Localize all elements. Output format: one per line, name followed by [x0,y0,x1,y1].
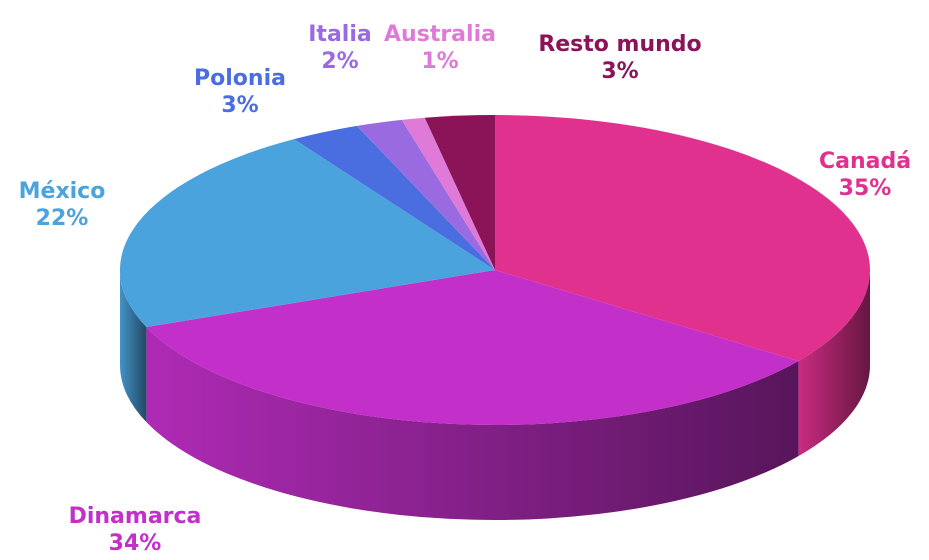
slice [424,115,495,270]
slice-label: Australia [384,22,496,47]
slice [356,119,495,270]
slice-value-label: 1% [421,49,458,74]
slice-side-shade [146,327,799,520]
slice-label: Resto mundo [538,32,701,57]
slice [120,139,496,328]
slice [495,115,870,362]
slice-value-label: 3% [601,59,638,84]
slice [146,270,799,426]
slice-value-label: 34% [109,531,162,556]
slice-value-label: 3% [221,93,258,118]
slice [294,125,495,270]
slice-side-shade [120,270,147,423]
slice-label: Dinamarca [69,504,202,529]
slice-label: Polonia [194,66,286,91]
slice [401,117,495,270]
slice-side-shade [798,270,870,457]
slice-value-label: 2% [321,49,358,74]
slice-label: Italia [308,22,371,47]
slice-value-label: 35% [839,176,892,201]
slice-label: México [19,179,106,204]
slice-value-label: 22% [36,206,89,231]
slice-label: Canadá [819,149,911,174]
